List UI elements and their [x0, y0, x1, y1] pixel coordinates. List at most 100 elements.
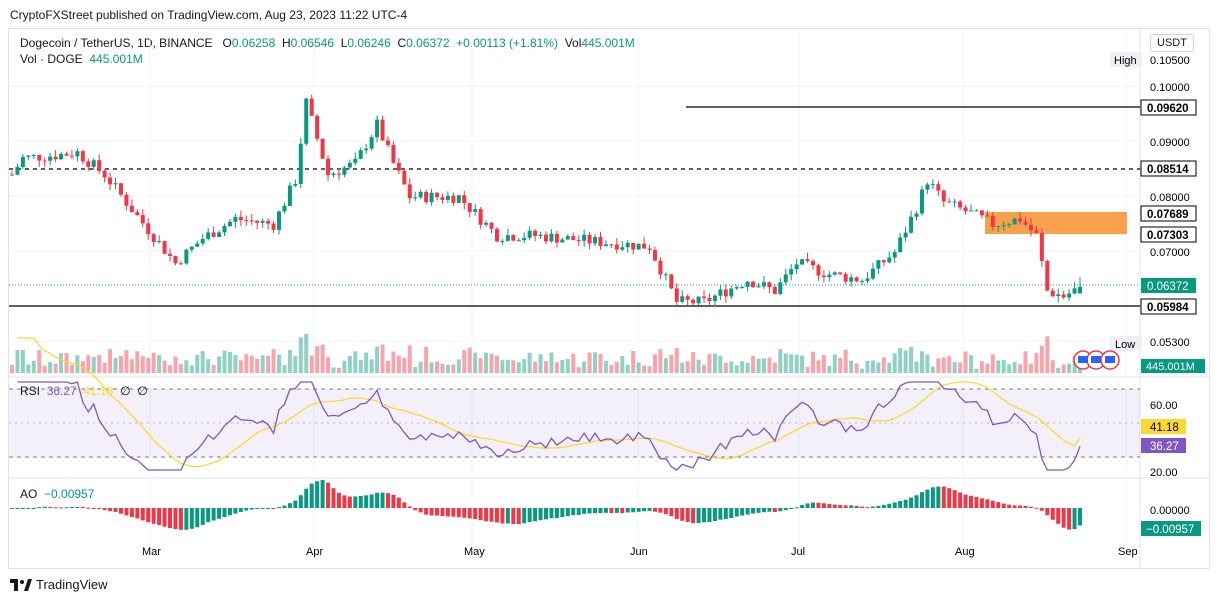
volume-bar — [914, 361, 919, 373]
volume-bar — [233, 355, 238, 373]
candle-body — [1012, 218, 1017, 225]
candle-body — [576, 240, 581, 242]
rsi-legend[interactable]: RSI 36.27 41.18 ∅ ∅ — [20, 384, 148, 398]
ao-bar — [533, 508, 538, 522]
rsi-badge-text: 36.27 — [1150, 441, 1179, 453]
ao-bar — [614, 508, 619, 513]
volume-bar — [756, 358, 761, 373]
ao-legend[interactable]: AO −0.00957 — [20, 487, 94, 501]
volume-bar — [652, 354, 657, 373]
volume-bar — [909, 346, 914, 373]
ao-bar — [560, 508, 565, 518]
level-badge-text: 0.08514 — [1147, 164, 1189, 176]
candle-body — [565, 236, 570, 240]
last-price-text: 0.06372 — [1147, 281, 1189, 293]
ao-bar — [772, 508, 777, 512]
volume-bar — [129, 359, 134, 373]
symbol-name[interactable]: Dogecoin / TetherUS, 1D, BINANCE — [20, 36, 213, 50]
candle-body — [473, 209, 478, 212]
ao-bar — [930, 487, 935, 508]
volume-bar — [827, 365, 832, 373]
volume-bar — [69, 364, 74, 373]
volume-bar — [451, 364, 456, 373]
candle-body — [892, 251, 897, 258]
ao-bar — [761, 508, 766, 513]
ao-bar — [178, 508, 183, 530]
price-tick: 0.09000 — [1150, 137, 1190, 149]
ao-bar — [642, 508, 647, 512]
candle-body — [647, 248, 652, 250]
candle-body — [59, 153, 64, 160]
volume-bar — [309, 355, 314, 373]
economic-events-icon[interactable] — [1073, 350, 1120, 370]
ao-bar — [1067, 508, 1072, 530]
candle-body — [947, 201, 952, 203]
volume-bar — [195, 354, 200, 373]
close-value: 0.06372 — [406, 36, 450, 50]
volume-bar — [565, 358, 570, 373]
footer-brand[interactable]: TradingView — [10, 577, 108, 592]
ao-bar — [489, 508, 494, 522]
ao-bar — [827, 504, 832, 508]
volume-bar — [1050, 360, 1055, 373]
volume-bar — [293, 356, 298, 373]
ao-bar — [707, 508, 712, 523]
candle-body — [985, 215, 990, 217]
volume-bar — [108, 349, 113, 373]
ao-bar — [571, 508, 576, 516]
ao-bar — [783, 508, 788, 511]
ao-bar — [778, 508, 783, 512]
volume-bar — [59, 353, 64, 373]
volume-bar — [320, 344, 325, 373]
candle-body — [778, 282, 783, 294]
ao-bar — [751, 508, 756, 514]
ao-value: −0.00957 — [44, 487, 95, 501]
volume-bar — [549, 352, 554, 373]
candle-body — [451, 195, 456, 203]
volume-bar — [876, 362, 881, 373]
volume-bar — [734, 365, 739, 373]
candle-body — [952, 201, 957, 203]
ao-bar — [985, 499, 990, 508]
volume-bar — [658, 349, 663, 373]
currency-button[interactable]: USDT — [1150, 34, 1194, 52]
level-badge-text: 0.09620 — [1147, 103, 1189, 115]
candle-body — [636, 243, 641, 250]
level-badge-07303: 0.07303 — [1140, 226, 1197, 243]
volume-bar — [680, 362, 685, 373]
candle-body — [511, 235, 516, 241]
ao-bar — [620, 508, 625, 514]
ao-bar — [740, 508, 745, 516]
candle-body — [658, 260, 663, 275]
volume-bar — [1007, 364, 1012, 373]
ao-bar — [277, 507, 281, 509]
volume-bar — [587, 352, 592, 373]
volume-bar — [723, 362, 728, 373]
ao-bar — [691, 508, 696, 524]
ao-bar — [385, 493, 390, 508]
ao-bar — [48, 506, 53, 508]
volume-bar — [712, 353, 717, 373]
candle-body — [751, 281, 756, 288]
ao-bar — [424, 508, 429, 515]
candle-body — [860, 281, 865, 283]
volume-bar — [380, 344, 385, 373]
volume-bar — [222, 350, 227, 373]
candle-body — [761, 282, 766, 287]
volume-bar — [571, 353, 576, 373]
price-tick: 0.10000 — [1150, 82, 1190, 94]
ao-bar — [364, 495, 369, 508]
candle-body — [391, 144, 396, 163]
ao-bar — [375, 492, 380, 508]
volume-bar — [614, 361, 619, 373]
ao-bar — [445, 508, 450, 517]
candle-body — [712, 295, 717, 302]
candle-body — [832, 272, 837, 275]
candle-body — [663, 274, 668, 276]
volume-bar — [10, 365, 14, 373]
volume-bar — [1045, 336, 1050, 373]
ao-bar — [462, 508, 467, 518]
ao-bar — [958, 492, 963, 508]
ao-bar — [75, 506, 80, 508]
